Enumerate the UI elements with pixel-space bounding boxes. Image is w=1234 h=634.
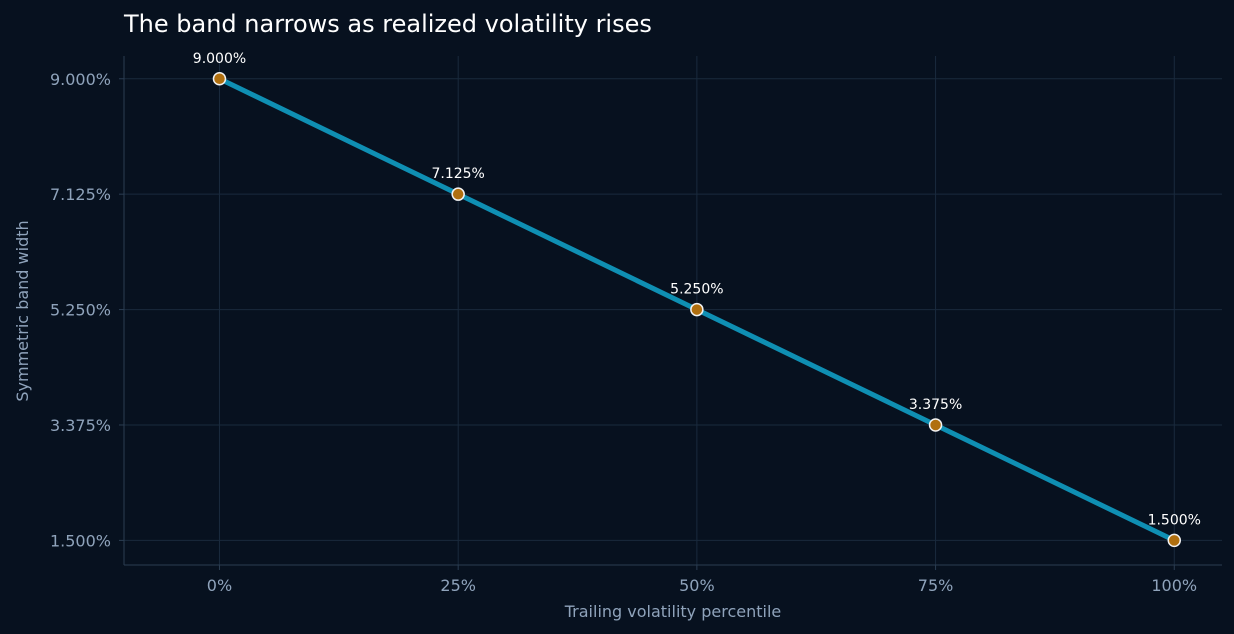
data-point xyxy=(1167,533,1182,548)
x-axis-label: Trailing volatility percentile xyxy=(564,602,781,621)
y-tick-label: 9.000% xyxy=(50,70,111,89)
y-tick-label: 3.375% xyxy=(50,416,111,435)
x-tick-label: 100% xyxy=(1151,576,1197,595)
y-tick-label: 5.250% xyxy=(50,301,111,320)
data-point xyxy=(212,72,227,86)
data-label: 9.000% xyxy=(193,51,246,67)
y-tick-label: 1.500% xyxy=(50,531,111,550)
label-layer: 9.000% 7.125% 5.250% 3.375% 1.500% xyxy=(193,51,1201,529)
y-axis-label: Symmetric band width xyxy=(13,220,32,401)
axis-layer: 0% 25% 50% 75% 100% 1.500% 3.375% 5.250% 7.125% 9… xyxy=(50,56,1222,595)
grid-layer xyxy=(124,56,1222,565)
data-label: 5.250% xyxy=(670,282,723,298)
chart-title: The band narrows as realized volatility … xyxy=(123,10,652,38)
data-label: 1.500% xyxy=(1148,512,1201,528)
data-point xyxy=(451,187,465,201)
x-tick-label: 25% xyxy=(440,576,476,595)
x-tick-label: 75% xyxy=(918,576,954,595)
y-tick-label: 7.125% xyxy=(50,185,111,204)
point-layer xyxy=(212,72,1182,548)
data-point xyxy=(690,302,704,317)
data-point xyxy=(928,418,943,432)
x-tick-label: 0% xyxy=(207,576,232,595)
data-label: 7.125% xyxy=(431,166,484,182)
x-tick-label: 50% xyxy=(679,576,715,595)
data-label: 3.375% xyxy=(909,397,962,413)
